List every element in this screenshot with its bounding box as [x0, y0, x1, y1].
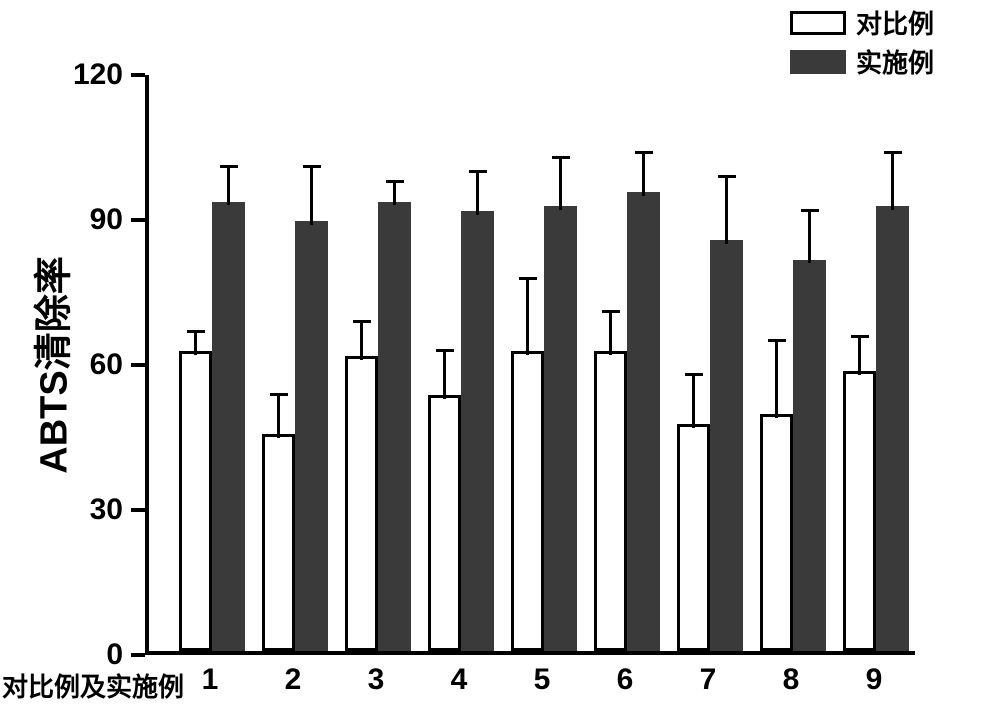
x-axis-caption: 对比例及实施例 — [2, 667, 184, 704]
error-cap — [768, 339, 786, 342]
error-bar — [858, 336, 861, 375]
legend: 对比例实施例 — [790, 4, 934, 82]
error-bar — [642, 152, 645, 196]
error-bar — [360, 322, 363, 361]
x-tick-label: 7 — [700, 663, 717, 697]
error-cap — [884, 151, 902, 154]
y-tick-label: 60 — [0, 348, 123, 382]
bar-example — [793, 260, 826, 652]
x-tick-label: 3 — [368, 663, 385, 697]
x-tick-label: 1 — [202, 663, 219, 697]
error-bar — [393, 181, 396, 205]
bar-example — [544, 206, 577, 651]
error-cap — [685, 373, 703, 376]
bar-example — [876, 206, 909, 651]
error-bar — [609, 312, 612, 356]
bar-control — [594, 351, 627, 651]
x-tick-label: 5 — [534, 663, 551, 697]
legend-label: 对比例 — [856, 4, 934, 41]
bar-control — [428, 395, 461, 651]
error-bar — [194, 331, 197, 355]
y-tick-label: 90 — [0, 203, 123, 237]
bar-example — [627, 192, 660, 651]
error-bar — [692, 375, 695, 428]
y-tick-label: 120 — [0, 58, 123, 92]
bar-example — [461, 211, 494, 651]
y-tick — [131, 218, 145, 222]
error-cap — [801, 209, 819, 212]
x-tick-label: 8 — [783, 663, 800, 697]
bar-control — [262, 434, 295, 652]
bar-control — [760, 414, 793, 651]
error-bar — [526, 278, 529, 355]
legend-label: 实施例 — [856, 43, 934, 80]
error-cap — [187, 330, 205, 333]
error-bar — [277, 394, 280, 438]
error-cap — [519, 277, 537, 280]
error-cap — [436, 349, 454, 352]
bar-control — [511, 351, 544, 651]
bar-example — [212, 202, 245, 652]
legend-swatch — [790, 50, 846, 74]
error-cap — [469, 170, 487, 173]
x-tick-label: 9 — [866, 663, 883, 697]
error-bar — [775, 341, 778, 418]
legend-item: 实施例 — [790, 43, 934, 80]
bar-example — [378, 202, 411, 652]
plot-area — [145, 75, 915, 655]
y-tick-label: 30 — [0, 493, 123, 527]
error-bar — [310, 167, 313, 225]
bar-control — [179, 351, 212, 651]
bar-control — [677, 424, 710, 651]
y-tick — [131, 508, 145, 512]
x-tick-label: 4 — [451, 663, 468, 697]
error-cap — [303, 165, 321, 168]
error-bar — [476, 172, 479, 216]
error-cap — [386, 180, 404, 183]
bar-control — [345, 356, 378, 651]
x-tick-label: 6 — [617, 663, 634, 697]
bar-example — [295, 221, 328, 651]
error-cap — [353, 320, 371, 323]
error-cap — [220, 165, 238, 168]
legend-item: 对比例 — [790, 4, 934, 41]
error-bar — [725, 177, 728, 245]
y-tick — [131, 653, 145, 657]
y-tick — [131, 73, 145, 77]
error-cap — [718, 175, 736, 178]
error-cap — [602, 310, 620, 313]
error-cap — [851, 335, 869, 338]
error-bar — [443, 351, 446, 399]
legend-swatch — [790, 11, 846, 35]
y-tick-label: 0 — [0, 638, 123, 672]
error-bar — [891, 152, 894, 210]
error-bar — [227, 167, 230, 206]
y-tick — [131, 363, 145, 367]
error-bar — [808, 210, 811, 263]
bar-chart: ABTS清除率 对比例及实施例 对比例实施例 03060901201234567… — [0, 0, 1000, 721]
error-cap — [270, 393, 288, 396]
error-bar — [559, 157, 562, 210]
error-cap — [635, 151, 653, 154]
bar-control — [843, 371, 876, 651]
bar-example — [710, 240, 743, 651]
x-tick-label: 2 — [285, 663, 302, 697]
error-cap — [552, 156, 570, 159]
